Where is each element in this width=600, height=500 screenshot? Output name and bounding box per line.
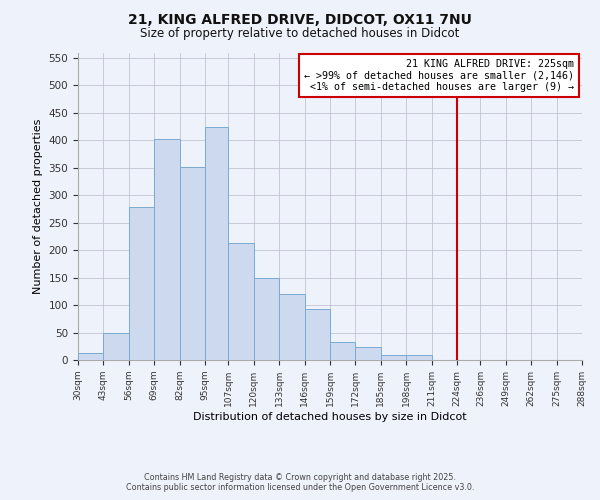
Y-axis label: Number of detached properties: Number of detached properties	[33, 118, 43, 294]
Text: Size of property relative to detached houses in Didcot: Size of property relative to detached ho…	[140, 28, 460, 40]
Bar	[129, 208, 154, 360]
Bar	[205, 126, 229, 360]
X-axis label: Distribution of detached houses by size in Didcot: Distribution of detached houses by size …	[193, 412, 467, 422]
Text: Contains HM Land Registry data © Crown copyright and database right 2025.
Contai: Contains HM Land Registry data © Crown c…	[126, 473, 474, 492]
Bar	[78, 354, 103, 360]
Text: 21 KING ALFRED DRIVE: 225sqm
← >99% of detached houses are smaller (2,146)
<1% o: 21 KING ALFRED DRIVE: 225sqm ← >99% of d…	[304, 58, 574, 92]
Bar	[279, 294, 305, 360]
Bar	[305, 309, 330, 360]
Bar	[406, 354, 431, 360]
Bar	[154, 138, 179, 360]
Bar	[254, 278, 279, 360]
Bar	[381, 354, 406, 360]
Bar	[229, 243, 254, 360]
Bar	[179, 166, 205, 360]
Bar	[355, 348, 381, 360]
Bar	[330, 342, 355, 360]
Bar	[103, 332, 129, 360]
Text: 21, KING ALFRED DRIVE, DIDCOT, OX11 7NU: 21, KING ALFRED DRIVE, DIDCOT, OX11 7NU	[128, 12, 472, 26]
